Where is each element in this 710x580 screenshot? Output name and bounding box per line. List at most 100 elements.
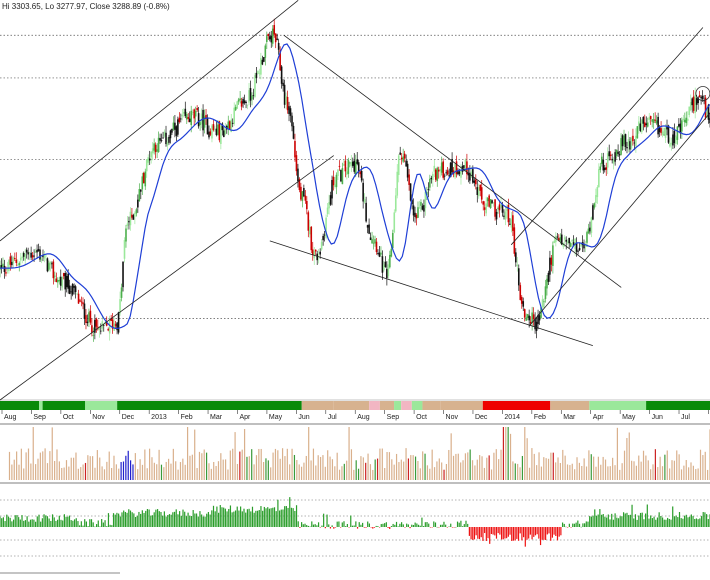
oscillator-bar bbox=[339, 527, 342, 528]
volume-bar bbox=[623, 450, 626, 480]
candle-body bbox=[294, 141, 296, 158]
oscillator-bar bbox=[123, 510, 125, 527]
oscillator-bar bbox=[358, 522, 360, 527]
volume-bar bbox=[87, 455, 89, 480]
volume-bar bbox=[562, 449, 564, 480]
volume-bar bbox=[32, 427, 34, 480]
candle-body bbox=[322, 235, 324, 241]
candle-body bbox=[516, 264, 519, 266]
volume-bar bbox=[429, 468, 431, 480]
candle-body bbox=[612, 159, 615, 164]
volume-bar bbox=[122, 461, 125, 480]
oscillator-bar bbox=[699, 518, 701, 527]
candle-body bbox=[306, 201, 308, 210]
candle-body bbox=[311, 249, 314, 256]
volume-bar bbox=[654, 449, 656, 480]
oscillator-bar bbox=[490, 527, 493, 534]
oscillator-bar bbox=[311, 521, 313, 527]
candle-body bbox=[280, 66, 283, 84]
volume-bar bbox=[137, 469, 139, 480]
candle-body bbox=[525, 317, 528, 321]
volume-bar bbox=[267, 460, 269, 480]
volume-bar bbox=[685, 459, 687, 480]
volume-bar bbox=[84, 462, 87, 480]
candle-body bbox=[85, 315, 87, 324]
candle-body bbox=[88, 312, 90, 322]
oscillator-bar bbox=[162, 515, 164, 527]
oscillator-bar bbox=[439, 524, 442, 527]
oscillator-bar bbox=[700, 516, 703, 527]
candle-body bbox=[199, 122, 201, 126]
x-tick-label: Jun bbox=[652, 414, 663, 421]
volume-bar bbox=[329, 456, 331, 480]
candle-body bbox=[202, 109, 204, 131]
candle-body bbox=[349, 162, 351, 164]
volume-bar bbox=[217, 461, 220, 480]
candle-body bbox=[563, 237, 566, 240]
candle-body bbox=[218, 121, 221, 141]
candle-body bbox=[171, 128, 173, 133]
volume-bar bbox=[680, 469, 683, 480]
oscillator-bar bbox=[223, 507, 225, 527]
oscillator-bar bbox=[99, 526, 101, 527]
candle-body bbox=[615, 149, 618, 156]
candle-body bbox=[254, 75, 256, 97]
candle-body bbox=[191, 112, 194, 113]
oscillator-bar bbox=[341, 522, 343, 527]
candle-body bbox=[64, 273, 67, 290]
candle-body bbox=[365, 202, 367, 222]
candle-body bbox=[263, 57, 265, 62]
candle-body bbox=[418, 207, 421, 209]
oscillator-bar bbox=[453, 527, 455, 528]
oscillator-bar bbox=[402, 524, 404, 527]
volume-bar bbox=[46, 463, 49, 480]
oscillator-bar bbox=[683, 515, 686, 527]
oscillator-bar bbox=[567, 527, 569, 528]
candle-body bbox=[402, 156, 404, 162]
candle-body bbox=[279, 50, 281, 71]
oscillator-bar bbox=[275, 511, 277, 527]
candle-body bbox=[669, 142, 671, 147]
candle-body bbox=[230, 119, 233, 133]
oscillator-bar bbox=[260, 506, 262, 527]
oscillator-bar bbox=[550, 527, 552, 541]
candle-body bbox=[354, 161, 357, 176]
volume-bar bbox=[324, 466, 326, 480]
oscillator-bar bbox=[667, 517, 669, 527]
oscillator-bar bbox=[656, 517, 659, 527]
volume-bar bbox=[272, 452, 274, 480]
volume-bar bbox=[310, 460, 312, 480]
oscillator-bar bbox=[75, 518, 77, 527]
volume-bar bbox=[452, 455, 455, 480]
oscillator-bar bbox=[243, 508, 245, 527]
oscillator-bar bbox=[89, 519, 91, 527]
candle-body bbox=[114, 324, 117, 326]
candle-body bbox=[369, 237, 372, 241]
oscillator-bar bbox=[555, 527, 557, 536]
volume-bar bbox=[20, 448, 22, 480]
candle-body bbox=[529, 321, 532, 324]
oscillator-bar bbox=[592, 515, 594, 527]
candle-body bbox=[295, 155, 298, 172]
candle-body bbox=[544, 286, 547, 299]
volume-bar bbox=[148, 448, 151, 480]
oscillator-bar bbox=[1, 518, 3, 527]
candle-body bbox=[206, 118, 209, 135]
candle-body bbox=[67, 273, 69, 289]
oscillator-bar bbox=[690, 514, 692, 527]
candle-body bbox=[675, 136, 677, 144]
oscillator-bar bbox=[336, 521, 338, 527]
x-tick-label: Nov bbox=[92, 414, 105, 421]
volume-bar bbox=[277, 450, 279, 480]
candle-body bbox=[528, 315, 530, 321]
oscillator-bar bbox=[316, 525, 318, 527]
volume-bar bbox=[262, 462, 265, 480]
oscillator-bar bbox=[502, 527, 504, 540]
volume-bar bbox=[191, 454, 193, 480]
candle-body bbox=[19, 257, 22, 261]
volume-bar bbox=[410, 455, 412, 480]
volume-bar bbox=[103, 469, 106, 480]
volume-bar bbox=[201, 453, 203, 480]
